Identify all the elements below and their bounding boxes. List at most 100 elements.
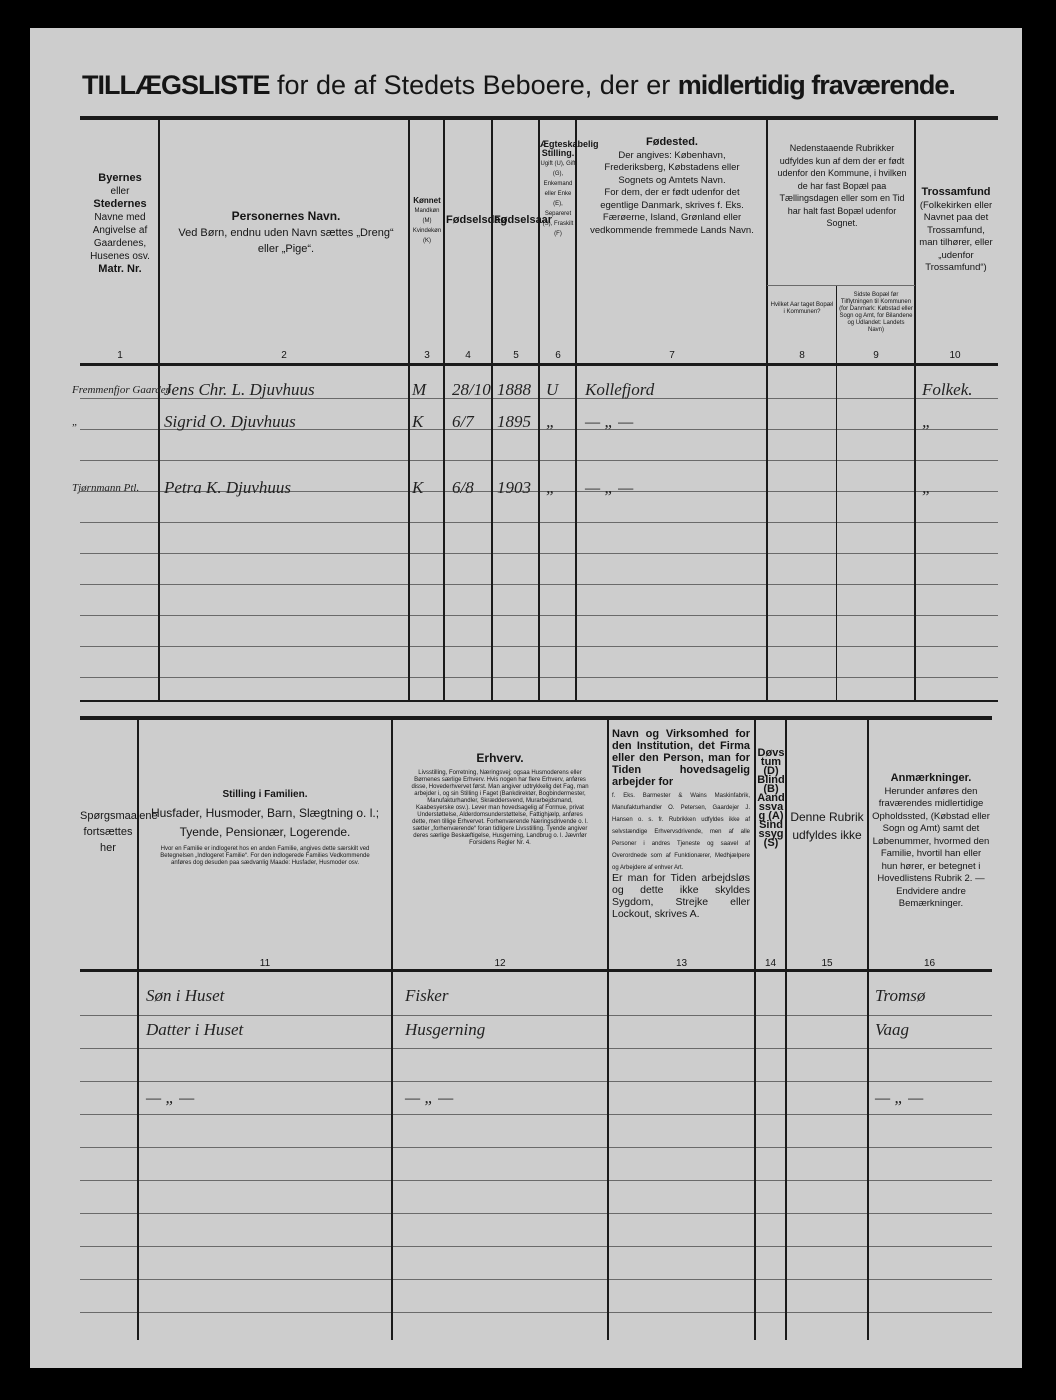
col-divider: [766, 118, 768, 700]
row-line: [80, 1246, 992, 1247]
col16-header: Anmærkninger. Herunder anføres den fravær…: [872, 772, 990, 909]
col-number: 6: [555, 350, 561, 361]
remarks-cell: — „ —: [875, 1088, 924, 1107]
col-number: 2: [281, 350, 287, 361]
col-divider: [914, 118, 916, 700]
col-divider: [443, 118, 445, 700]
family-position-cell: — „ —: [146, 1088, 195, 1107]
col-number: 13: [675, 958, 688, 969]
col-divider: [867, 719, 869, 1340]
page-title: TILLÆGSLISTE for de af Stedets Beboere, …: [82, 70, 956, 101]
place-cell: Fremmenfjor Gaarden: [72, 384, 172, 396]
col8-header: Hvilket Aar taget Bopæl i Kommunen?: [770, 302, 834, 315]
birthplace-cell: Kollefjord: [585, 380, 655, 399]
place-cell: Tjørnmann Ptl.: [72, 482, 140, 494]
col-number: 9: [873, 350, 879, 361]
col-number: 5: [513, 350, 519, 361]
title-end: midlertidig fraværende.: [677, 70, 956, 100]
col13-header: Navn og Virksomhed for den Institution, …: [612, 728, 750, 920]
col-number: 16: [923, 958, 936, 969]
col-number: 4: [465, 350, 471, 361]
col-divider: [607, 719, 609, 1340]
birthday-cell: 28/10: [452, 380, 491, 399]
col-number: 10: [949, 350, 961, 361]
col5-header: Fødselsaar: [494, 214, 553, 226]
col10-header: Trossamfund (Folkekirken eller Navnet paa…: [919, 186, 993, 273]
col-divider: [491, 118, 493, 700]
col-divider: [137, 719, 139, 1340]
col7-header: Fødested. Der angives: København, Frederi…: [590, 136, 754, 236]
name-cell: Petra K. Djuvhuus: [164, 478, 292, 497]
marital-status-cell: U: [546, 380, 559, 399]
col-divider: [754, 719, 756, 1340]
row-line: [80, 1015, 992, 1016]
religion-cell: Folkek.: [922, 380, 973, 399]
row-line: [80, 1279, 992, 1280]
row-line: [80, 1147, 992, 1148]
birthday-cell: 6/8: [452, 478, 474, 497]
col-number: 12: [494, 958, 506, 969]
family-position-cell: Datter i Huset: [146, 1020, 244, 1039]
name-cell: Jens Chr. L. Djuvhuus: [164, 380, 315, 399]
col-number: 14: [764, 958, 777, 969]
col-divider: [538, 118, 540, 700]
marital-status-cell: „: [546, 412, 556, 431]
remarks-cell: Vaag: [875, 1020, 909, 1039]
occupation-cell: Fisker: [405, 986, 449, 1005]
row-line: [80, 1114, 992, 1115]
side-note: Spørgsmaalene fortsættes her: [80, 810, 158, 854]
col-number: 7: [669, 350, 675, 361]
col6-header: Ægteskabelig Stilling. Ugift (U), Gift (G…: [540, 139, 599, 238]
subheader-rule: [767, 285, 915, 286]
lower-header-rule: [80, 969, 992, 972]
birthday-cell: 6/7: [452, 412, 474, 431]
place-cell: „: [72, 416, 79, 428]
title-middle: for de af Stedets Beboere, der er: [277, 70, 671, 100]
col-divider: [575, 118, 577, 700]
col1-header: Byernes eller Stedernes Navne med Angivelse…: [90, 172, 150, 275]
religion-cell: „: [922, 412, 932, 431]
col15-header: Denne Rubrik udfyldes ikke: [790, 810, 864, 842]
birthyear-cell: 1888: [497, 380, 531, 399]
col4-header: Fødselsdag: [446, 214, 508, 226]
col12-header: Erhverv. Livsstilling, Forretning, Næring…: [411, 751, 589, 847]
col-number: 3: [424, 350, 430, 361]
col-number: 8: [799, 350, 805, 361]
col9-header: Sidste Bopæl før Tilflytningen til Kommu…: [839, 292, 913, 333]
col-divider: [391, 719, 393, 1340]
row-line: [80, 1213, 992, 1214]
row-line: [80, 1048, 992, 1049]
col11-header: Stilling i Familien. Husfader, Husmoder, …: [150, 789, 380, 866]
sex-cell: K: [412, 412, 424, 431]
col-divider: [158, 118, 160, 700]
title-main: TILLÆGSLISTE: [82, 70, 270, 100]
birthplace-cell: — „ —: [585, 412, 634, 431]
birthplace-cell: — „ —: [585, 478, 634, 497]
birthyear-cell: 1903: [497, 478, 531, 497]
col-divider: [785, 719, 787, 1340]
col-number: 1: [117, 350, 123, 361]
col8-9-group-header: Nedenstaaende Rubrikker udfyldes kun af …: [777, 143, 907, 228]
marital-status-cell: „: [546, 478, 556, 497]
upper-bottom: [80, 700, 998, 702]
col-divider: [836, 285, 837, 700]
birthyear-cell: 1895: [497, 412, 531, 431]
religion-cell: „: [922, 478, 932, 497]
name-cell: Sigrid O. Djuvhuus: [164, 412, 296, 431]
family-position-cell: Søn i Huset: [146, 986, 225, 1005]
row-line: [80, 1180, 992, 1181]
row-line: [80, 1081, 992, 1082]
col14-header: Døvstum (D) Blind (B) Aandssvag (A) Sind…: [757, 747, 785, 849]
col2-header: Personernes Navn. Ved Børn, endnu uden Na…: [178, 209, 394, 255]
col-divider: [408, 118, 410, 700]
sex-cell: M: [412, 380, 427, 399]
lower-top-rule: [80, 716, 992, 720]
col3-header: Kønnet Mandkøn (M) Kvindekøn (K): [412, 196, 442, 244]
col-number: 15: [821, 958, 833, 969]
sex-cell: K: [412, 478, 424, 497]
row-line: [80, 1312, 992, 1313]
paper-sheet: [30, 28, 1022, 1368]
col-number: 11: [259, 958, 271, 969]
occupation-cell: — „ —: [405, 1088, 454, 1107]
